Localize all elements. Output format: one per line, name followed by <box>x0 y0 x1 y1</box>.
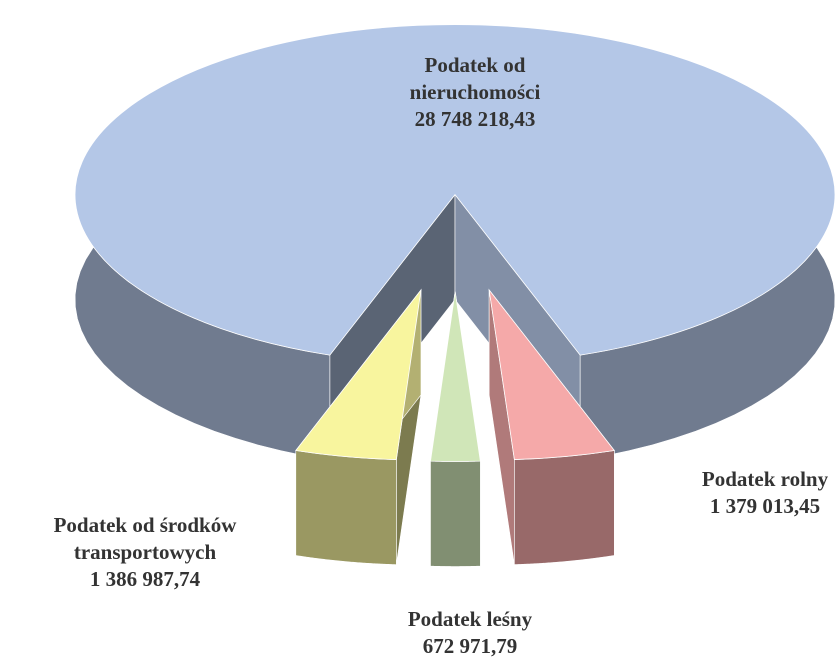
value-label: 1 379 013,45 <box>709 494 821 518</box>
slice-wall <box>295 450 397 565</box>
category-label: Podatek od nieruchomości <box>409 53 541 104</box>
slice-wall <box>430 460 481 567</box>
value-label: 1 386 987,74 <box>89 567 201 591</box>
slice <box>295 288 422 461</box>
slice <box>430 291 481 462</box>
slice-label: Podatek leśny 672 971,79 <box>350 606 590 660</box>
category-label: Podatek rolny <box>701 467 829 491</box>
slice-label: Podatek od środków transportowych 1 386 … <box>0 512 290 593</box>
slice-label: Podatek od nieruchomości 28 748 218,43 <box>365 52 585 133</box>
slice-wall <box>514 450 615 565</box>
category-label: Podatek od środków transportowych <box>53 513 237 564</box>
category-label: Podatek leśny <box>407 607 533 631</box>
slice <box>488 288 616 460</box>
value-label: 672 971,79 <box>422 634 518 658</box>
value-label: 28 748 218,43 <box>414 107 536 131</box>
slice <box>74 24 835 356</box>
slice-label: Podatek rolny 1 379 013,45 <box>670 466 835 520</box>
